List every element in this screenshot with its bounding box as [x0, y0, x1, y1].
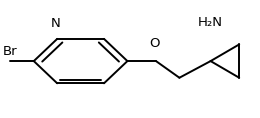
- Text: N: N: [51, 17, 61, 30]
- Text: Br: Br: [3, 45, 17, 58]
- Text: O: O: [150, 37, 160, 50]
- Text: H₂N: H₂N: [198, 17, 223, 30]
